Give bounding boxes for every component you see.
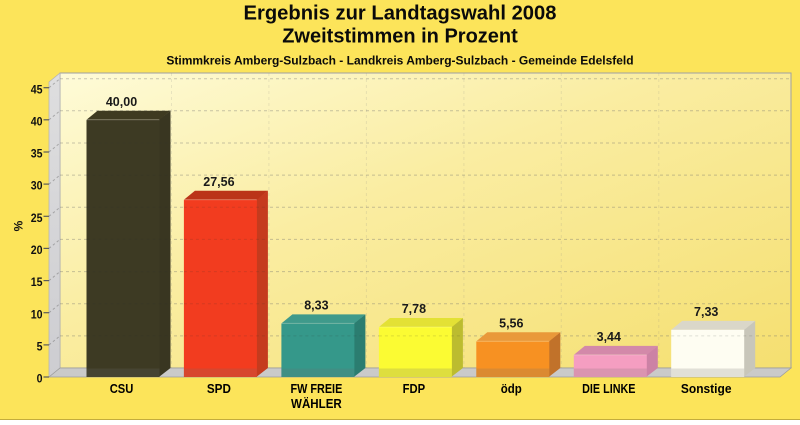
svg-text:SPD: SPD: [207, 381, 231, 396]
svg-text:30: 30: [31, 179, 43, 193]
svg-text:%: %: [12, 220, 26, 231]
svg-text:35: 35: [31, 147, 43, 161]
svg-text:20: 20: [31, 243, 43, 257]
svg-text:7,33: 7,33: [694, 305, 718, 319]
svg-text:3,44: 3,44: [597, 330, 621, 344]
svg-text:ödp: ödp: [501, 381, 522, 396]
svg-text:40: 40: [31, 114, 43, 128]
svg-text:40,00: 40,00: [106, 95, 137, 109]
svg-text:DIE LINKE: DIE LINKE: [582, 381, 636, 396]
svg-text:0: 0: [37, 372, 43, 386]
svg-text:Stimmkreis Amberg-Sulzbach - L: Stimmkreis Amberg-Sulzbach - Landkreis A…: [166, 54, 633, 68]
svg-text:8,33: 8,33: [304, 299, 328, 313]
svg-text:15: 15: [31, 275, 43, 289]
svg-text:7,78: 7,78: [402, 302, 426, 316]
svg-text:FDP: FDP: [403, 381, 426, 396]
svg-text:45: 45: [31, 82, 43, 96]
svg-text:Zweitstimmen in Prozent: Zweitstimmen in Prozent: [282, 26, 518, 48]
svg-text:WÄHLER: WÄHLER: [291, 396, 342, 411]
svg-text:CSU: CSU: [110, 381, 134, 396]
svg-text:10: 10: [31, 307, 43, 321]
svg-text:27,56: 27,56: [203, 175, 234, 189]
svg-text:FW FREIE: FW FREIE: [291, 381, 343, 396]
svg-text:5,56: 5,56: [499, 317, 523, 331]
svg-text:Ergebnis zur Landtagswahl 2008: Ergebnis zur Landtagswahl 2008: [244, 3, 557, 25]
svg-text:5: 5: [37, 340, 43, 354]
svg-text:Sonstige: Sonstige: [681, 381, 732, 396]
svg-text:25: 25: [31, 211, 43, 225]
